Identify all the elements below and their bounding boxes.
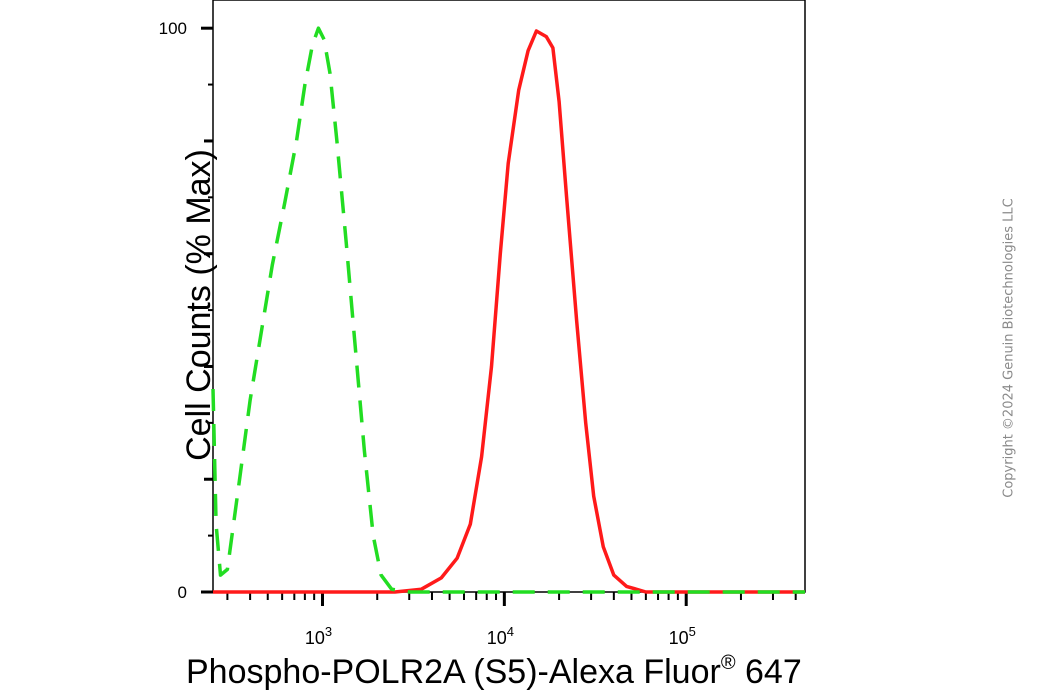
registered-mark: ®: [720, 652, 736, 674]
y-axis-label: Cell Counts (% Max): [180, 149, 218, 461]
x-axis-label: Phospho-POLR2A (S5)-Alexa Fluor® 647: [186, 652, 802, 692]
series-line-stained: [213, 29, 805, 594]
x-axis: 103 104 105: [226, 592, 797, 648]
y-axis: 0 100: [159, 19, 213, 602]
series-line-control: [211, 26, 805, 594]
x-tick-label: 104: [487, 624, 514, 648]
x-tick-label: 103: [305, 624, 332, 648]
copyright-notice: Copyright ©2024 Genuin Biotechnologies L…: [1001, 198, 1017, 498]
x-axis-label-tail: 647: [735, 653, 802, 691]
plot-area-frame: [212, 0, 806, 593]
y-tick-label: 0: [178, 583, 187, 602]
x-axis-label-main: Phospho-POLR2A (S5)-Alexa Fluor: [186, 653, 721, 691]
x-tick-label: 105: [669, 624, 696, 648]
series-layer: [211, 26, 805, 594]
y-tick-label: 100: [159, 19, 187, 38]
